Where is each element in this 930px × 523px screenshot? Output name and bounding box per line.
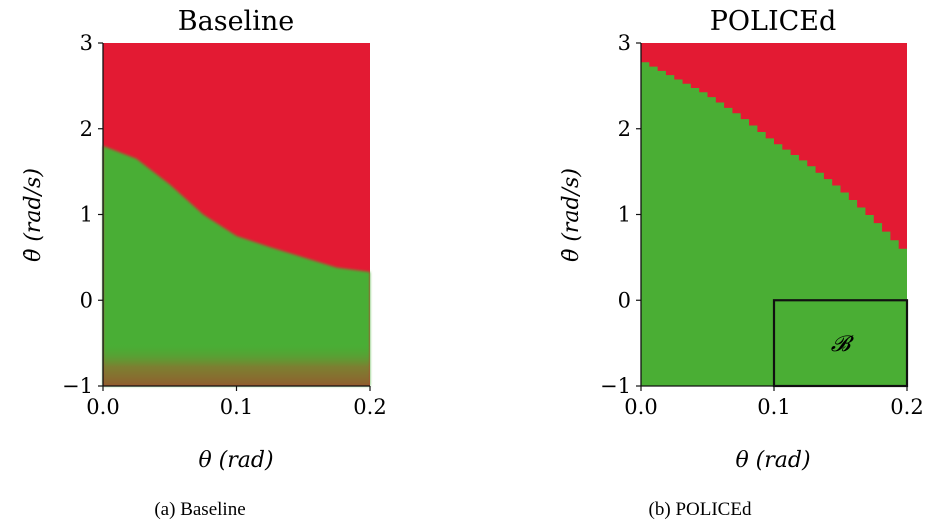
x-tick-label: 0.0 <box>86 395 119 419</box>
y-tick-label: −1 <box>600 374 631 398</box>
y-tick-label: −1 <box>62 374 93 398</box>
y-axis-label: θ̇ (rad/s) <box>559 168 584 262</box>
y-tick-label: 2 <box>80 117 93 141</box>
y-tick-label: 1 <box>80 203 93 227</box>
caption: (a) Baseline <box>154 499 245 520</box>
plot-area: 𝓑 <box>641 43 909 388</box>
x-axis-label: θ (rad) <box>198 448 273 473</box>
chart-policed: POLICEd 𝓑 −1 0 1 2 3 0.0 0.1 0.2 θ (rad) θ̇ (r… <box>559 6 924 520</box>
chart-baseline: Baseline −1 0 1 2 3 0.0 0.1 0.2 θ (rad) θ̇ (ra… <box>21 6 387 520</box>
y-tick-label: 3 <box>618 31 631 55</box>
x-tick-label: 0.0 <box>624 395 657 419</box>
safe-region <box>641 62 907 386</box>
x-tick-label: 0.2 <box>353 395 386 419</box>
y-tick-label: 2 <box>618 117 631 141</box>
y-tick-label: 1 <box>618 203 631 227</box>
x-tick-label: 0.2 <box>890 395 923 419</box>
plot-area <box>103 43 370 386</box>
x-axis-label: θ (rad) <box>735 448 810 473</box>
y-tick-label: 0 <box>80 288 93 312</box>
chart-title: Baseline <box>178 6 294 37</box>
y-tick-label: 0 <box>618 288 631 312</box>
y-tick-label: 3 <box>80 31 93 55</box>
x-tick-label: 0.1 <box>757 395 790 419</box>
chart-title: POLICEd <box>710 6 837 37</box>
caption: (b) POLICEd <box>649 499 752 520</box>
safe-region <box>103 145 370 386</box>
x-tick-label: 0.1 <box>220 395 253 419</box>
y-axis-label: θ̇ (rad/s) <box>21 168 46 262</box>
bottom-band <box>103 343 370 386</box>
